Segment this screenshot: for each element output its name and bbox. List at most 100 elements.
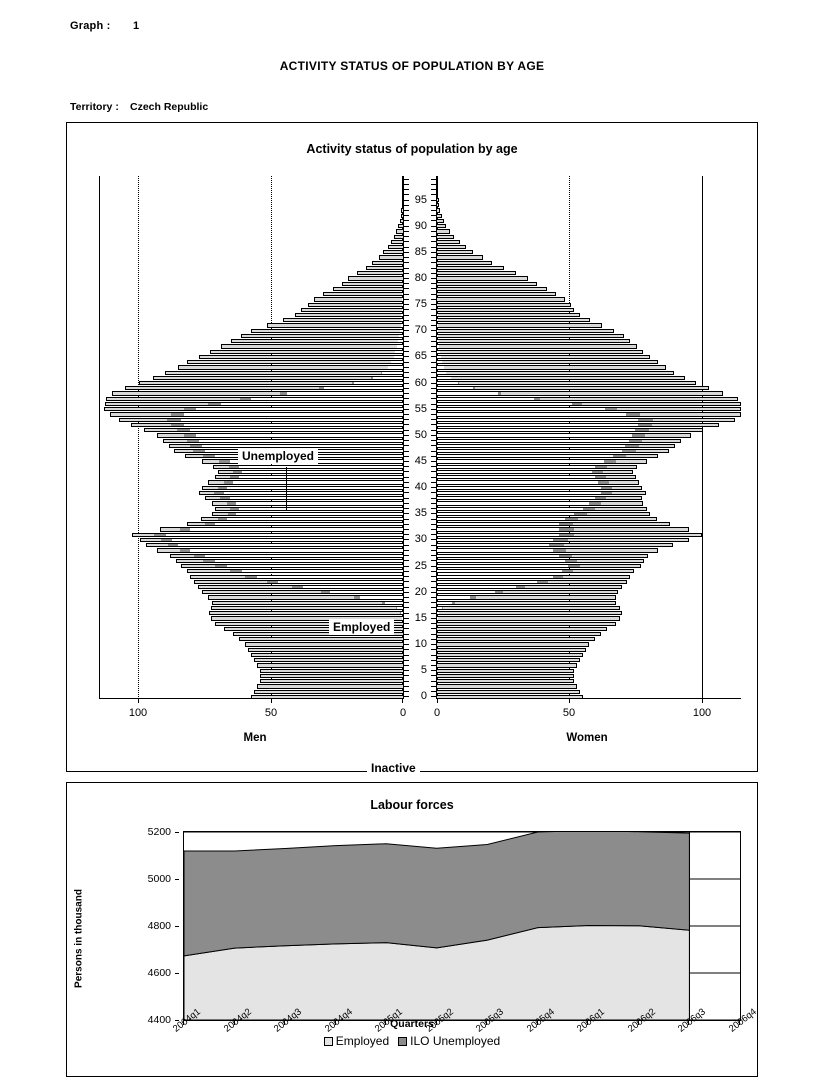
labour-ytick-4400 [175,1020,179,1021]
legend-item-employed: Employed [323,1034,389,1048]
men-segment-unemployed [223,480,233,485]
men-segment-inactive [105,401,209,407]
age-tick-mark [431,419,436,421]
men-segment-inactive [140,537,162,543]
women-segment-employed [437,564,568,569]
women-segment-employed [437,579,538,584]
women-segment-employed [437,516,565,522]
men-segment-employed [360,595,403,600]
men-segment-inactive [387,245,403,250]
age-tick-mark [431,366,436,368]
men-segment-inactive [254,658,403,663]
age-tick-label-40: 40 [414,481,427,494]
age-tick-mark [404,288,409,290]
women-bar-row [437,637,741,642]
women-segment-inactive [437,255,483,260]
men-segment-inactive [366,265,403,271]
women-segment-unemployed [601,485,613,490]
men-segment-inactive [208,480,224,485]
men-bar-row [99,229,403,234]
age-tick-mark [431,251,436,253]
women-segment-inactive [437,265,504,271]
age-tick-mark [404,246,409,248]
annotation-unemployed-leader-line [286,467,287,510]
age-tick-mark [431,670,436,672]
labour-y-tick-labels: 4400 4600 4800 5000 5200 [137,826,179,1026]
women-segment-unemployed [622,448,636,454]
age-tick-mark [431,602,436,604]
women-segment-inactive [441,360,658,365]
age-tick-label-55: 55 [414,402,427,415]
men-segment-inactive [162,438,188,443]
women-bar-row [437,208,741,213]
women-segment-inactive [438,333,624,339]
age-tick-label-95: 95 [414,193,427,206]
age-tick-mark [404,560,409,562]
age-tick-mark [404,267,409,269]
men-segment-unemployed [202,558,215,564]
men-tick-100 [138,698,139,703]
men-segment-inactive [217,469,233,475]
age-tick-mark [404,304,409,306]
age-tick-mark [431,597,436,598]
age-tick-mark [404,257,409,259]
women-segment-inactive [437,203,440,208]
women-axis-baseline [437,698,741,699]
women-segment-unemployed [637,417,653,422]
women-segment-employed [437,349,440,354]
men-segment-employed [190,428,403,433]
women-bar-row [437,297,741,302]
women-segment-inactive [612,490,646,496]
men-segment-inactive [156,548,180,553]
men-segment-inactive [260,668,403,673]
men-segment-inactive [244,642,403,647]
territory-value: Czech Republic [130,101,209,113]
age-tick-mark [431,314,436,316]
men-segment-inactive [357,271,403,276]
women-segment-inactive [437,213,442,218]
women-bar-row [437,260,741,265]
labour-xtick-2004q2 [233,1021,235,1025]
women-segment-inactive [578,516,658,522]
labour-y-axis-title: Persons in thousand [73,889,85,988]
women-bar-row [437,522,741,527]
women-segment-unemployed [549,543,565,548]
age-tick-mark [431,393,436,395]
age-tick-mark [431,508,436,510]
women-bar-row [437,428,741,433]
men-bar-row [99,276,403,281]
women-bar-row [437,611,741,616]
pyramid-age-axis: 0 5 10 15 20 25 30 35 40 45 50 55 60 65 70 75 80 85 90 95 [403,176,437,703]
age-tick-label-25: 25 [414,559,427,572]
women-segment-employed [437,454,614,459]
age-tick-mark [431,644,436,646]
age-tick-mark [431,408,436,410]
men-segment-inactive [187,360,391,365]
age-tick-label-0: 0 [420,690,427,703]
age-tick-mark [431,304,436,306]
men-bar-row [99,621,403,626]
men-segment-employed [171,537,403,543]
age-tick-mark [431,325,436,327]
men-segment-unemployed [208,401,221,407]
men-segment-employed [181,417,403,422]
men-segment-employed [178,543,403,548]
men-segment-unemployed [266,579,279,584]
men-segment-employed [396,605,403,611]
men-segment-inactive [400,213,403,218]
pyramid-chart-panel: Activity status of population by age 0 5 1… [66,122,758,776]
women-segment-employed [437,375,451,380]
men-bar-row [99,590,403,595]
women-segment-employed [437,501,589,506]
women-segment-unemployed [552,574,564,579]
women-bar-row [437,323,741,328]
men-segment-employed [202,443,403,448]
age-tick-mark [431,272,436,274]
men-bar-row [99,548,403,553]
women-segment-employed [437,443,626,448]
women-segment-inactive [437,224,447,229]
men-segment-inactive [190,574,245,579]
men-segment-employed [400,323,403,328]
page-title: ACTIVITY STATUS OF POPULATION BY AGE [279,59,545,73]
women-segment-unemployed [458,380,459,386]
